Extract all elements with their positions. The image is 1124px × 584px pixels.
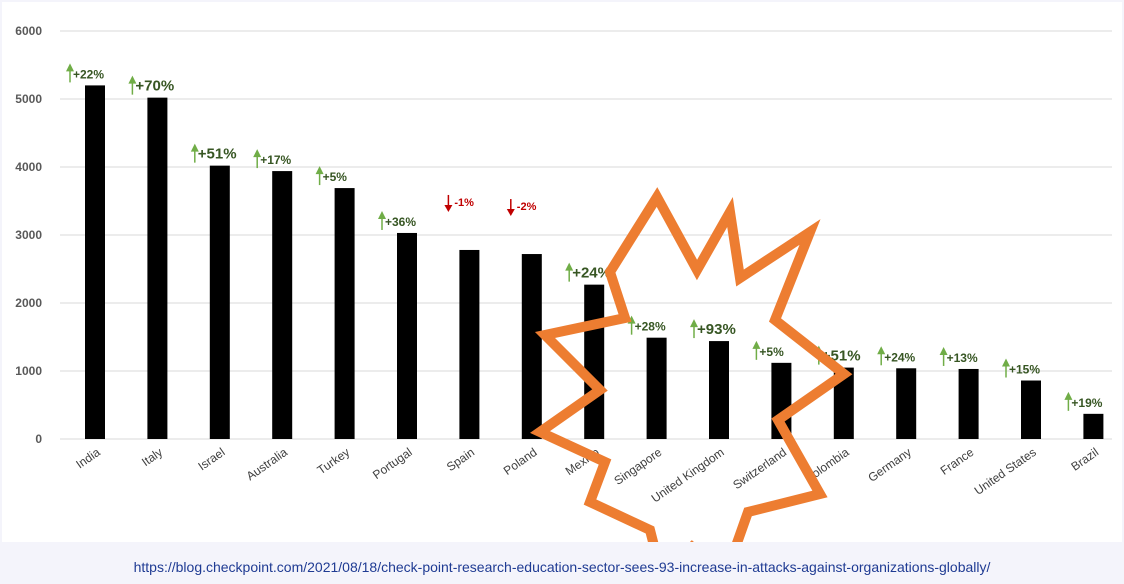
change-text: +24% <box>572 265 611 282</box>
x-category-label: United States <box>972 445 1039 498</box>
x-category-label: Singapore <box>611 445 664 488</box>
change-text: +93% <box>697 321 736 338</box>
change-label: +51% <box>190 143 237 163</box>
y-tick-label: 2000 <box>15 296 42 310</box>
change-text: +70% <box>135 78 174 95</box>
up-arrow-head <box>378 210 386 219</box>
change-label: -1% <box>444 194 474 212</box>
x-category-label: Australia <box>244 445 291 483</box>
change-text: +5% <box>759 345 784 359</box>
change-text: +36% <box>385 215 416 229</box>
up-arrow-head <box>128 75 137 84</box>
up-arrow-head <box>690 319 698 328</box>
change-label: -2% <box>506 199 537 217</box>
change-text: +19% <box>1071 396 1102 410</box>
y-tick-label: 1000 <box>15 364 42 378</box>
up-arrow-head <box>315 166 324 175</box>
x-category-label: Turkey <box>315 445 353 477</box>
bar <box>646 337 667 439</box>
up-arrow-head <box>1002 358 1010 367</box>
change-label: +17% <box>253 149 292 169</box>
change-text: +22% <box>73 67 104 81</box>
change-label: +36% <box>378 210 416 230</box>
up-arrow-head <box>565 262 574 271</box>
change-text: +28% <box>635 320 666 334</box>
change-label: +70% <box>128 75 174 95</box>
change-label: +24% <box>565 262 611 282</box>
up-arrow-head <box>190 143 199 152</box>
x-category-label: Poland <box>501 445 540 478</box>
bar <box>397 232 417 439</box>
change-text: +24% <box>884 350 915 364</box>
bar <box>459 249 480 439</box>
bar-chart: 0 1000 2000 3000 4000 5000 6000 +22% +70% +51% +1… <box>15 24 1112 542</box>
y-tick-label: 4000 <box>15 160 42 174</box>
change-labels: +22% +70% +51% +17% +5% +36% -1% -2% +24% +28% +93… <box>66 63 1103 411</box>
change-label: +13% <box>939 346 978 366</box>
bars <box>85 85 1104 440</box>
bar <box>85 85 105 440</box>
starburst-highlight <box>530 187 853 542</box>
bar <box>1083 413 1104 439</box>
bar <box>709 341 729 439</box>
y-tick-label: 6000 <box>15 24 42 38</box>
x-category-label: Spain <box>444 445 477 474</box>
x-category-label: Brazil <box>1069 445 1102 474</box>
y-axis-ticks: 0 1000 2000 3000 4000 5000 6000 <box>15 24 42 446</box>
change-label: +24% <box>877 346 916 366</box>
x-category-label: India <box>73 445 103 472</box>
change-text: +13% <box>947 351 978 365</box>
bar <box>896 368 917 439</box>
change-text: +15% <box>1009 363 1040 377</box>
bar <box>833 367 854 439</box>
y-tick-label: 5000 <box>15 92 42 106</box>
source-url[interactable]: https://blog.checkpoint.com/2021/08/18/c… <box>133 559 991 575</box>
bar <box>272 171 293 439</box>
bar <box>958 368 979 439</box>
change-label: +28% <box>627 315 666 335</box>
x-category-label: Germany <box>865 445 913 485</box>
x-category-label: France <box>938 445 977 478</box>
change-text: -2% <box>517 201 537 213</box>
change-text: +5% <box>323 170 348 184</box>
down-arrow-head <box>506 209 515 217</box>
up-arrow-head <box>66 63 74 72</box>
change-text: +17% <box>260 153 291 167</box>
change-label: +19% <box>1064 391 1103 411</box>
up-arrow-head <box>939 346 948 355</box>
up-arrow-head <box>253 149 262 158</box>
change-label: +22% <box>66 63 104 83</box>
bar <box>521 254 542 439</box>
change-label: +15% <box>1002 358 1040 378</box>
bar <box>1021 380 1041 439</box>
change-label: +93% <box>690 319 736 339</box>
x-category-label: Israel <box>195 445 227 473</box>
up-arrow-head <box>1064 391 1073 400</box>
bar <box>209 165 230 439</box>
change-label: +5% <box>752 340 784 360</box>
x-category-label: Portugal <box>370 445 415 482</box>
down-arrow-head <box>444 204 453 212</box>
y-tick-label: 3000 <box>15 228 42 242</box>
chart-panel: 0 1000 2000 3000 4000 5000 6000 +22% +70% +51% +1… <box>2 2 1122 542</box>
bar <box>147 97 168 439</box>
up-arrow-head <box>752 340 761 349</box>
x-category-label: Italy <box>139 445 165 469</box>
up-arrow-head <box>877 346 886 355</box>
bar <box>334 188 355 439</box>
x-category-label: Switzerland <box>730 445 789 492</box>
change-label: +5% <box>315 166 348 186</box>
change-text: -1% <box>454 197 474 209</box>
bar <box>584 284 605 439</box>
y-tick-label: 0 <box>35 432 42 446</box>
change-text: +51% <box>198 146 237 163</box>
